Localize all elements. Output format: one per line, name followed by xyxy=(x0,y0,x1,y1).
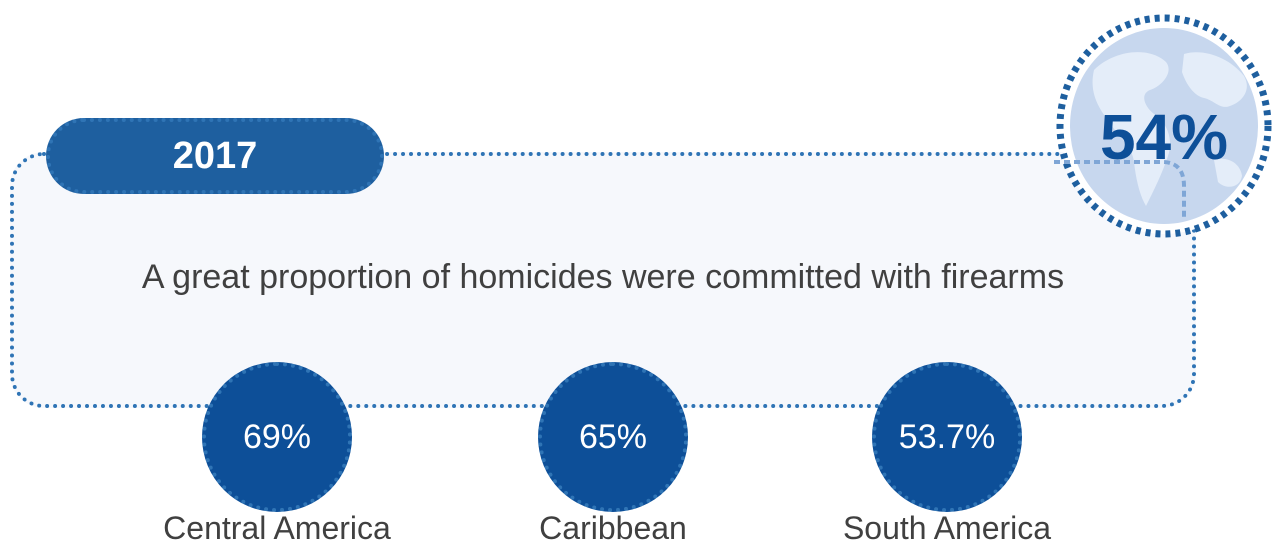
global-percentage: 54% xyxy=(1099,101,1229,173)
region-value: 65% xyxy=(578,417,648,456)
region-circle-central-america: 69% xyxy=(202,362,352,512)
globe-icon xyxy=(1054,14,1272,238)
region-value: 69% xyxy=(242,417,312,456)
region-value: 53.7% xyxy=(898,417,996,456)
year-label: 2017 xyxy=(172,134,258,177)
headline-text: A great proportion of homicides were com… xyxy=(141,258,1065,296)
region-label-caribbean: Caribbean xyxy=(539,510,687,546)
content-panel xyxy=(10,152,1196,408)
region-label-central-america: Central America xyxy=(163,510,391,546)
region-label-south-america: South America xyxy=(842,510,1052,546)
region-circle-caribbean: 65% xyxy=(538,362,688,512)
year-badge: 2017 xyxy=(46,118,384,194)
region-circle-south-america: 53.7% xyxy=(872,362,1022,512)
